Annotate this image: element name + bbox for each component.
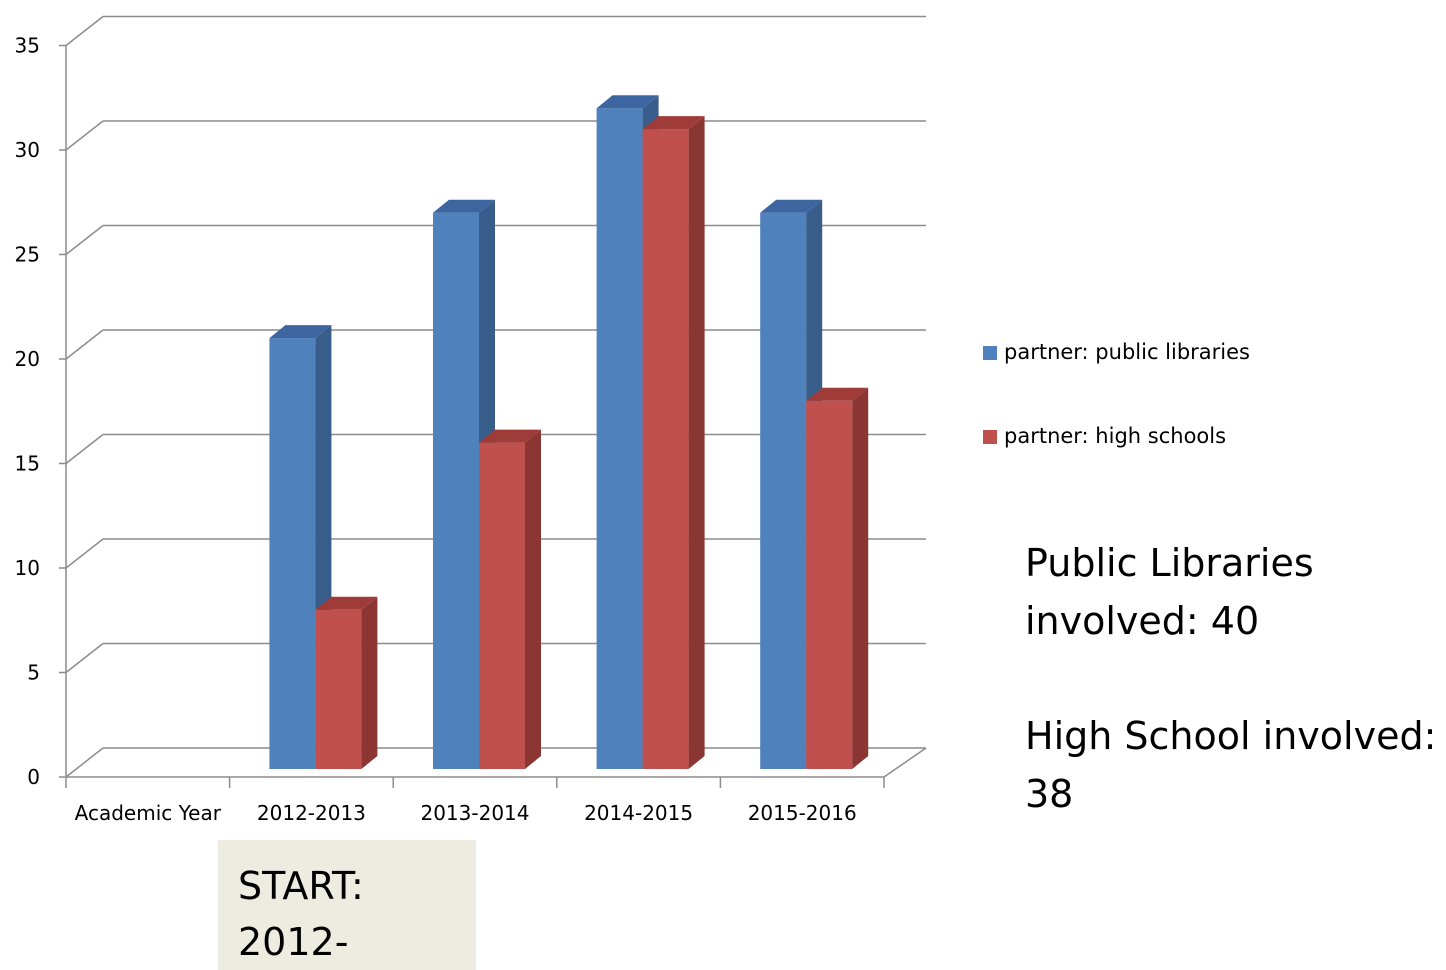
gridline-diagonal — [65, 329, 104, 360]
x-tick-label: 2015-2016 — [748, 801, 857, 825]
bar-side — [688, 116, 705, 770]
bar-top — [433, 199, 495, 213]
y-tick-label: 20 — [15, 347, 40, 371]
bar-side — [361, 596, 378, 769]
gridline-diagonal — [65, 538, 104, 569]
bar-public-libraries — [433, 212, 479, 769]
gridline-diagonal — [65, 747, 104, 778]
gridline-diagonal — [65, 120, 104, 151]
gridline-diagonal — [65, 15, 104, 47]
legend-item-high-schools: partner: high schools — [983, 424, 1226, 448]
bar-top — [642, 116, 705, 130]
start-box: START: 2012- — [218, 840, 476, 970]
bar-high-schools — [479, 442, 525, 769]
public-libraries-note: Public Libraries involved: 40 — [1025, 541, 1314, 643]
start-box-line-2: 2012- — [238, 920, 349, 964]
x-tick-label: Academic Year — [75, 801, 222, 825]
bar-public-libraries — [596, 108, 643, 769]
y-tick-label: 5 — [27, 661, 40, 685]
start-box-line-1: START: — [238, 864, 364, 908]
bar-high-schools — [806, 400, 853, 769]
gridline-diagonal — [65, 224, 104, 256]
y-tick-label: 35 — [15, 34, 40, 58]
x-tick-label: 2013-2014 — [420, 801, 529, 825]
y-tick-label: 0 — [27, 765, 40, 789]
bar-side — [852, 387, 869, 769]
bar-public-libraries — [760, 212, 807, 769]
bar-top — [596, 95, 659, 109]
bar-top — [760, 199, 823, 213]
bar-high-schools — [315, 609, 362, 769]
high-schools-note: High School involved: 38 — [1025, 714, 1437, 816]
legend-label-public-libraries: partner: public libraries — [1004, 340, 1251, 364]
bar-side — [525, 429, 541, 769]
legend-swatch-public-libraries — [983, 346, 997, 360]
bar-top — [806, 387, 869, 401]
bar-top — [479, 429, 541, 443]
floor-edge — [883, 747, 927, 778]
y-tick-label: 10 — [15, 556, 40, 580]
gridline-diagonal — [65, 642, 104, 674]
bar-high-schools — [642, 129, 689, 770]
gridline-diagonal — [65, 433, 104, 465]
legend-label-high-schools: partner: high schools — [1004, 424, 1227, 448]
bar-chart: 0 5 10 15 20 25 30 35 Academic Year 2012-2013 2013… — [15, 15, 927, 825]
y-tick-label: 15 — [15, 452, 40, 476]
y-tick-label: 25 — [15, 243, 40, 267]
legend-item-public-libraries: partner: public libraries — [983, 340, 1250, 364]
x-tick-label: 2014-2015 — [584, 801, 693, 825]
legend-swatch-high-schools — [983, 430, 997, 444]
y-tick-label: 30 — [15, 138, 40, 162]
bar-top — [315, 596, 378, 610]
x-tick-label: 2012-2013 — [257, 801, 366, 825]
bar-top — [269, 325, 332, 339]
bar-public-libraries — [269, 338, 316, 769]
